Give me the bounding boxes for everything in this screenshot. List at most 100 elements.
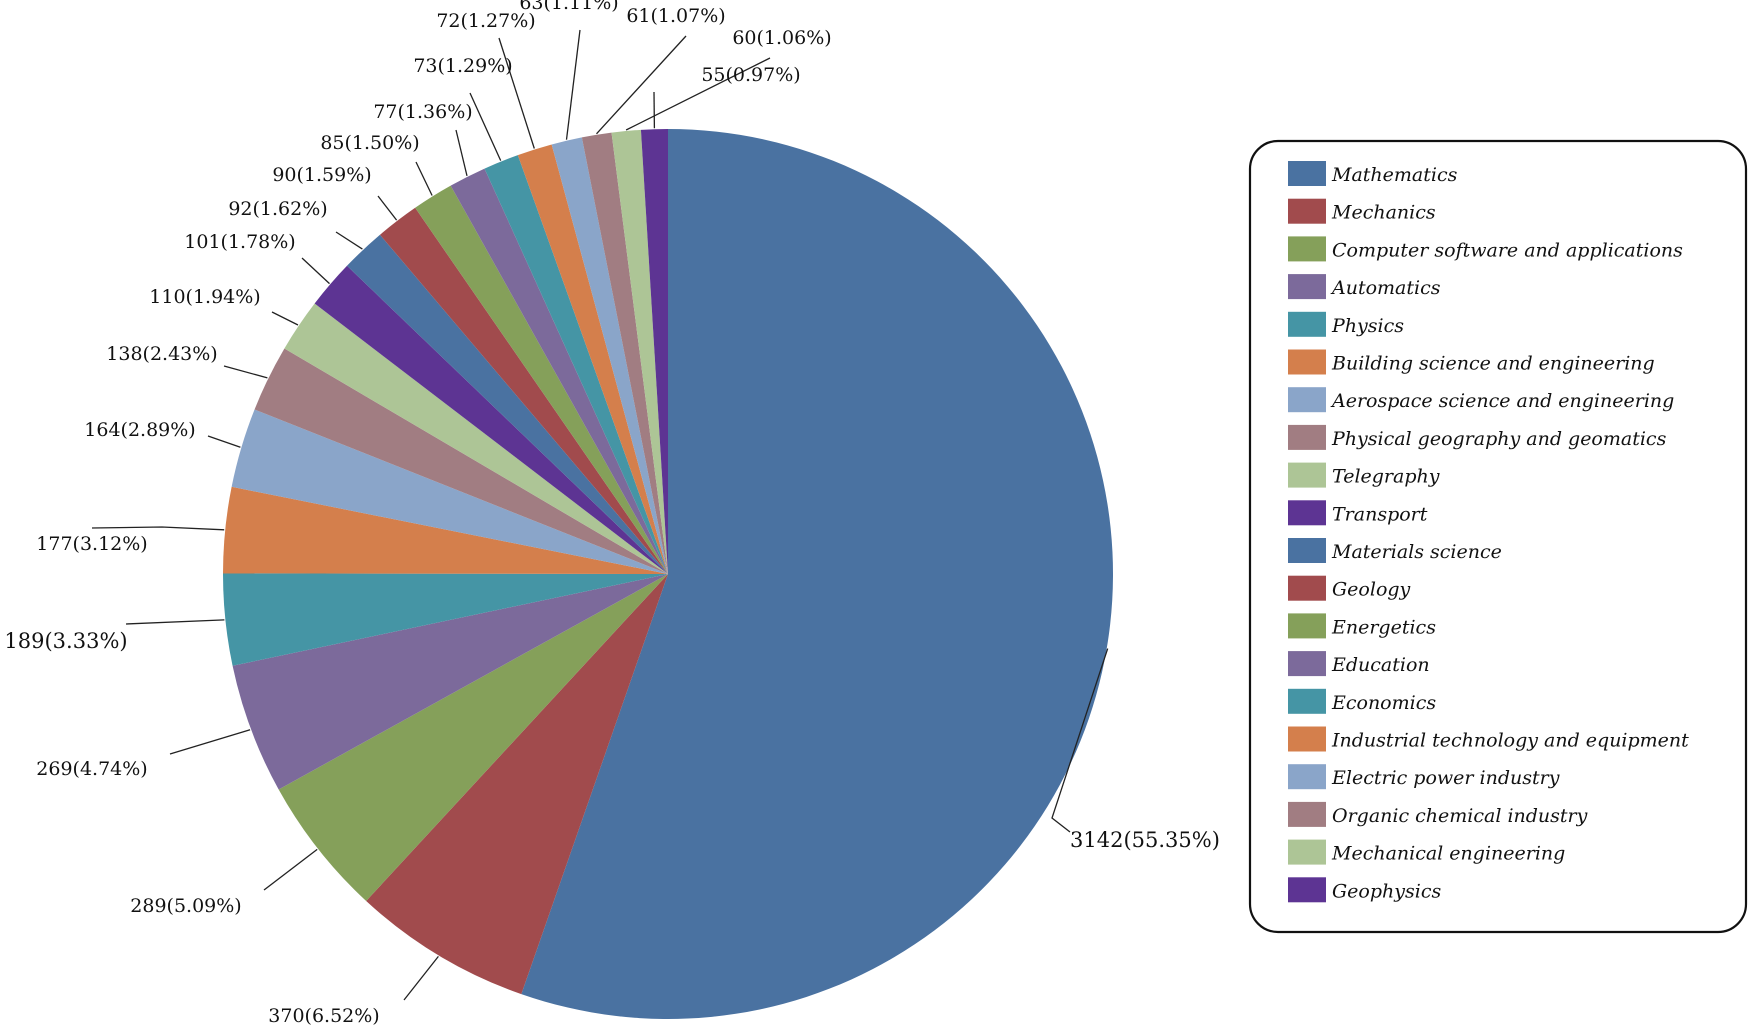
legend-label-industrial-technology-and-equipment: Industrial technology and equipment: [1331, 730, 1689, 752]
leader-line-mathematics: [1051, 648, 1109, 833]
leader-line-telegraphy: [271, 311, 299, 326]
legend-box: [1248, 139, 1748, 934]
legend-label-organic-chemical-industry: Organic chemical industry: [1332, 805, 1588, 827]
legend-swatch-physics: [1288, 311, 1326, 337]
legend-swatch-materials-science: [1288, 538, 1326, 563]
slice-aerospace-science-and-engineering: [231, 409, 668, 574]
slice-materials-science: [347, 234, 668, 574]
legend-swatch-mathematics: [1288, 161, 1326, 186]
legend-swatch-geophysics: [1288, 877, 1326, 903]
legend-swatch-organic-chemical-industry: [1288, 801, 1326, 827]
data-label-materials-science: 92(1.62%): [228, 198, 327, 220]
leader-line-organic-chemical-industry: [596, 35, 687, 135]
data-label-economics: 73(1.29%): [413, 55, 512, 77]
slice-industrial-technology-and-equipment: [517, 144, 668, 575]
legend-label-energetics: Energetics: [1331, 616, 1436, 638]
slice-electric-power-industry: [551, 137, 668, 575]
leader-line-industrial-technology-and-equipment: [498, 37, 535, 149]
data-label-telegraphy: 110(1.94%): [149, 286, 260, 308]
slice-computer-software-and-applications: [278, 574, 668, 901]
data-label-physics: 189(3.33%): [4, 629, 127, 653]
legend-label-building-science-and-engineering: Building science and engineering: [1331, 353, 1655, 375]
legend-label-automatics: Automatics: [1330, 277, 1441, 299]
slice-transport: [314, 265, 668, 574]
legend-swatch-electric-power-industry: [1288, 764, 1326, 790]
data-label-mechanics: 370(6.52%): [268, 1005, 379, 1027]
legend-label-geophysics: Geophysics: [1332, 880, 1441, 902]
data-label-aerospace-science-and-engineering: 164(2.89%): [84, 419, 195, 441]
data-labels: 3142(55.35%) 370(6.52%) 289(5.09%) 269(4.74…: [4, 0, 1220, 1027]
data-label-industrial-technology-and-equipment: 72(1.27%): [436, 10, 535, 32]
legend-label-transport: Transport: [1332, 503, 1428, 525]
leader-line-electric-power-industry: [565, 29, 581, 140]
slice-geology: [379, 207, 668, 574]
leader-line-education: [455, 129, 468, 177]
leader-line-energetics: [415, 161, 433, 196]
legend-label-education: Education: [1331, 654, 1430, 676]
slice-education: [450, 168, 668, 574]
data-label-geophysics: 55(0.97%): [701, 64, 800, 86]
leader-line-geology: [377, 195, 398, 221]
pie-slices: [222, 128, 1114, 1019]
slice-geophysics: [640, 128, 668, 574]
leader-line-mechanics: [403, 955, 439, 1001]
slice-physical-geography-and-geomatics: [254, 348, 669, 574]
legend-swatch-physical-geography-and-geomatics: [1288, 424, 1326, 450]
legend-swatch-transport: [1288, 500, 1326, 526]
label-leader-lines: [91, 29, 1109, 1001]
legend-label-economics: Economics: [1331, 692, 1436, 714]
legend-swatch-economics: [1288, 688, 1326, 714]
leader-line-aerospace-science-and-engineering: [207, 435, 241, 448]
slice-organic-chemical-industry: [581, 132, 668, 574]
legend-label-electric-power-industry: Electric power industry: [1331, 767, 1560, 789]
slice-mechanical-engineering: [611, 129, 668, 574]
data-label-automatics: 269(4.74%): [36, 758, 147, 780]
data-label-education: 77(1.36%): [373, 101, 472, 123]
slice-automatics: [232, 574, 668, 790]
legend-label-computer-software-and-applications: Computer software and applications: [1332, 239, 1683, 261]
legend-swatch-mechanics: [1288, 198, 1326, 224]
legend-label-mathematics: Mathematics: [1331, 164, 1458, 186]
legend-swatch-energetics: [1288, 613, 1326, 639]
legend-swatch-mechanical-engineering: [1288, 839, 1326, 865]
legend-label-physical-geography-and-geomatics: Physical geography and geomatics: [1331, 428, 1667, 450]
leader-line-automatics: [169, 729, 251, 755]
legend-label-aerospace-science-and-engineering: Aerospace science and engineering: [1330, 390, 1674, 412]
legend-label-telegraphy: Telegraphy: [1332, 466, 1440, 488]
slice-economics: [484, 155, 668, 574]
legend-label-materials-science: Materials science: [1331, 541, 1502, 563]
data-label-energetics: 85(1.50%): [320, 132, 419, 154]
data-label-mechanical-engineering: 60(1.06%): [732, 27, 831, 49]
legend-swatch-industrial-technology-and-equipment: [1288, 726, 1326, 752]
legend-swatch-computer-software-and-applications: [1288, 236, 1326, 262]
leader-line-economics: [469, 92, 502, 161]
data-label-building-science-and-engineering: 177(3.12%): [36, 533, 147, 555]
legend-swatch-geology: [1288, 575, 1326, 601]
leader-line-physical-geography-and-geomatics: [223, 365, 268, 379]
leader-line-building-science-and-engineering: [91, 526, 225, 531]
data-label-organic-chemical-industry: 61(1.07%): [626, 5, 725, 27]
slice-building-science-and-engineering: [223, 486, 668, 574]
slice-telegraphy: [284, 303, 668, 574]
data-label-geology: 90(1.59%): [272, 164, 371, 186]
leader-line-physics: [125, 619, 225, 625]
leader-line-transport: [301, 257, 330, 285]
legend-swatch-education: [1288, 651, 1326, 677]
leader-line-computer-software-and-applications: [263, 848, 318, 891]
slice-mechanics: [366, 574, 668, 995]
slice-physics: [222, 573, 668, 666]
legend-label-geology: Geology: [1332, 579, 1411, 601]
data-label-computer-software-and-applications: 289(5.09%): [130, 895, 241, 917]
legend-label-physics: Physics: [1331, 315, 1404, 337]
slice-mathematics: [521, 129, 1114, 1019]
data-label-electric-power-industry: 63(1.11%): [519, 0, 618, 14]
legend-label-mechanics: Mechanics: [1331, 202, 1436, 224]
legend: Mathematics Mechanics Computer software an…: [1248, 139, 1748, 934]
slice-energetics: [415, 185, 668, 574]
leader-line-mechanical-engineering: [625, 57, 771, 131]
leader-line-materials-science: [335, 231, 363, 250]
legend-swatch-aerospace-science-and-engineering: [1288, 387, 1326, 413]
data-label-transport: 101(1.78%): [184, 231, 295, 253]
legend-swatch-automatics: [1288, 274, 1326, 300]
